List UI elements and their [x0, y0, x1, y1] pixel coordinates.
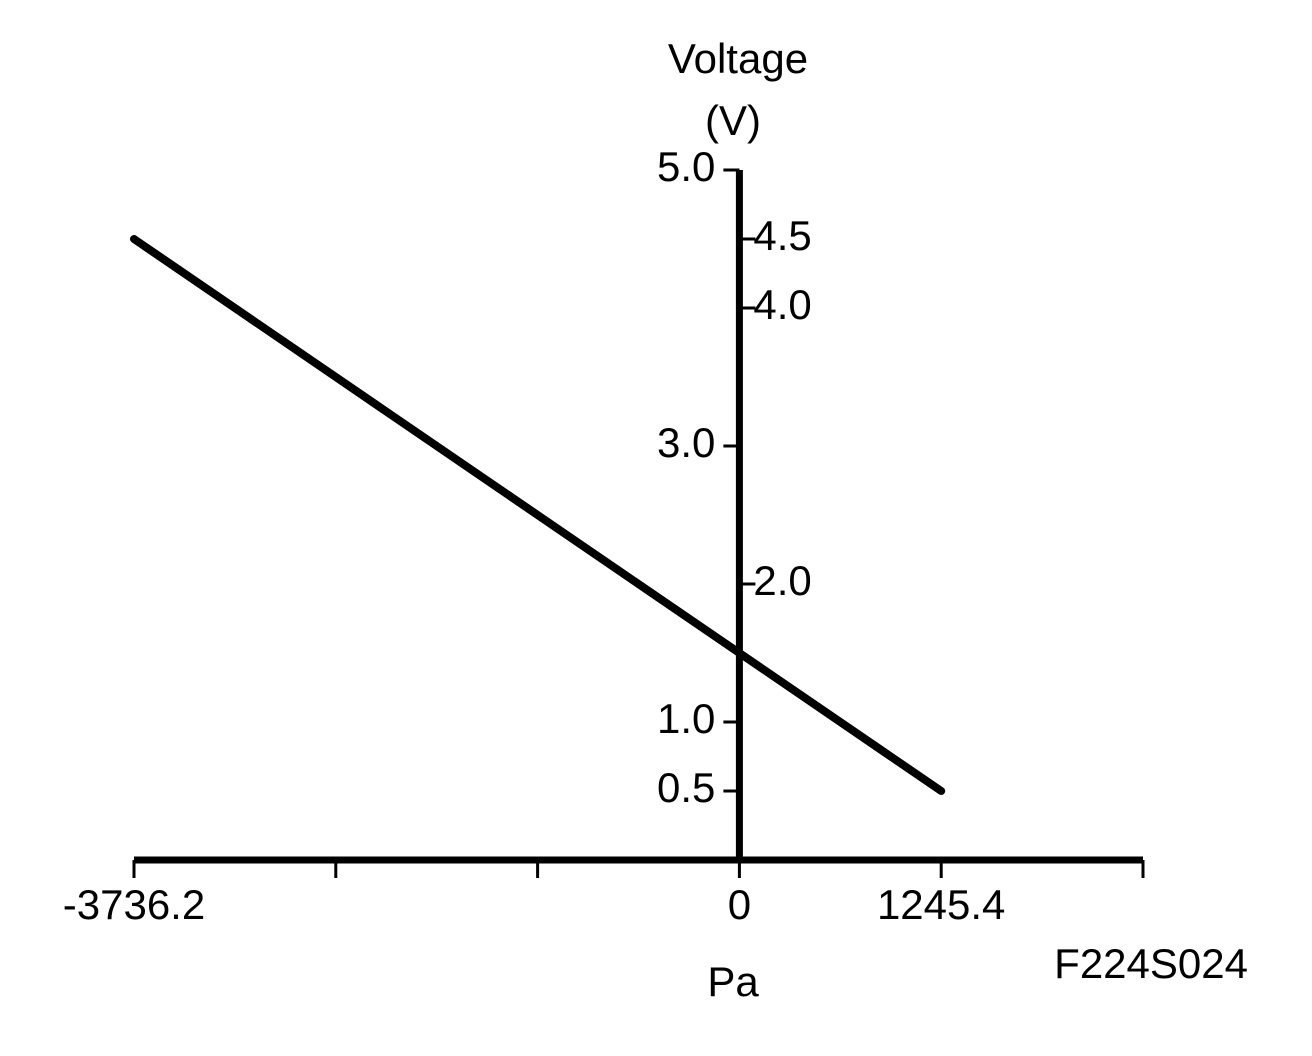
- annotation: F224S024: [1054, 940, 1248, 987]
- data-line: [130, 235, 946, 795]
- x-tick-label: -3736.2: [63, 881, 205, 928]
- y-axis-label: Voltage: [668, 35, 808, 82]
- y-tick-label: 4.0: [753, 281, 811, 328]
- x-tick-label: 0: [728, 881, 751, 928]
- y-tick-label: 1.0: [657, 695, 715, 742]
- y-tick-label: 3.0: [657, 419, 715, 466]
- y-tick-label: 4.5: [753, 212, 811, 259]
- x-tick-label: 1245.4: [877, 881, 1005, 928]
- y-tick-label: 0.5: [657, 764, 715, 811]
- x-axis-label: Pa: [707, 958, 759, 1005]
- y-tick-label: 5.0: [657, 143, 715, 190]
- y-axis-label: (V): [705, 97, 761, 144]
- y-tick-label: 2.0: [753, 557, 811, 604]
